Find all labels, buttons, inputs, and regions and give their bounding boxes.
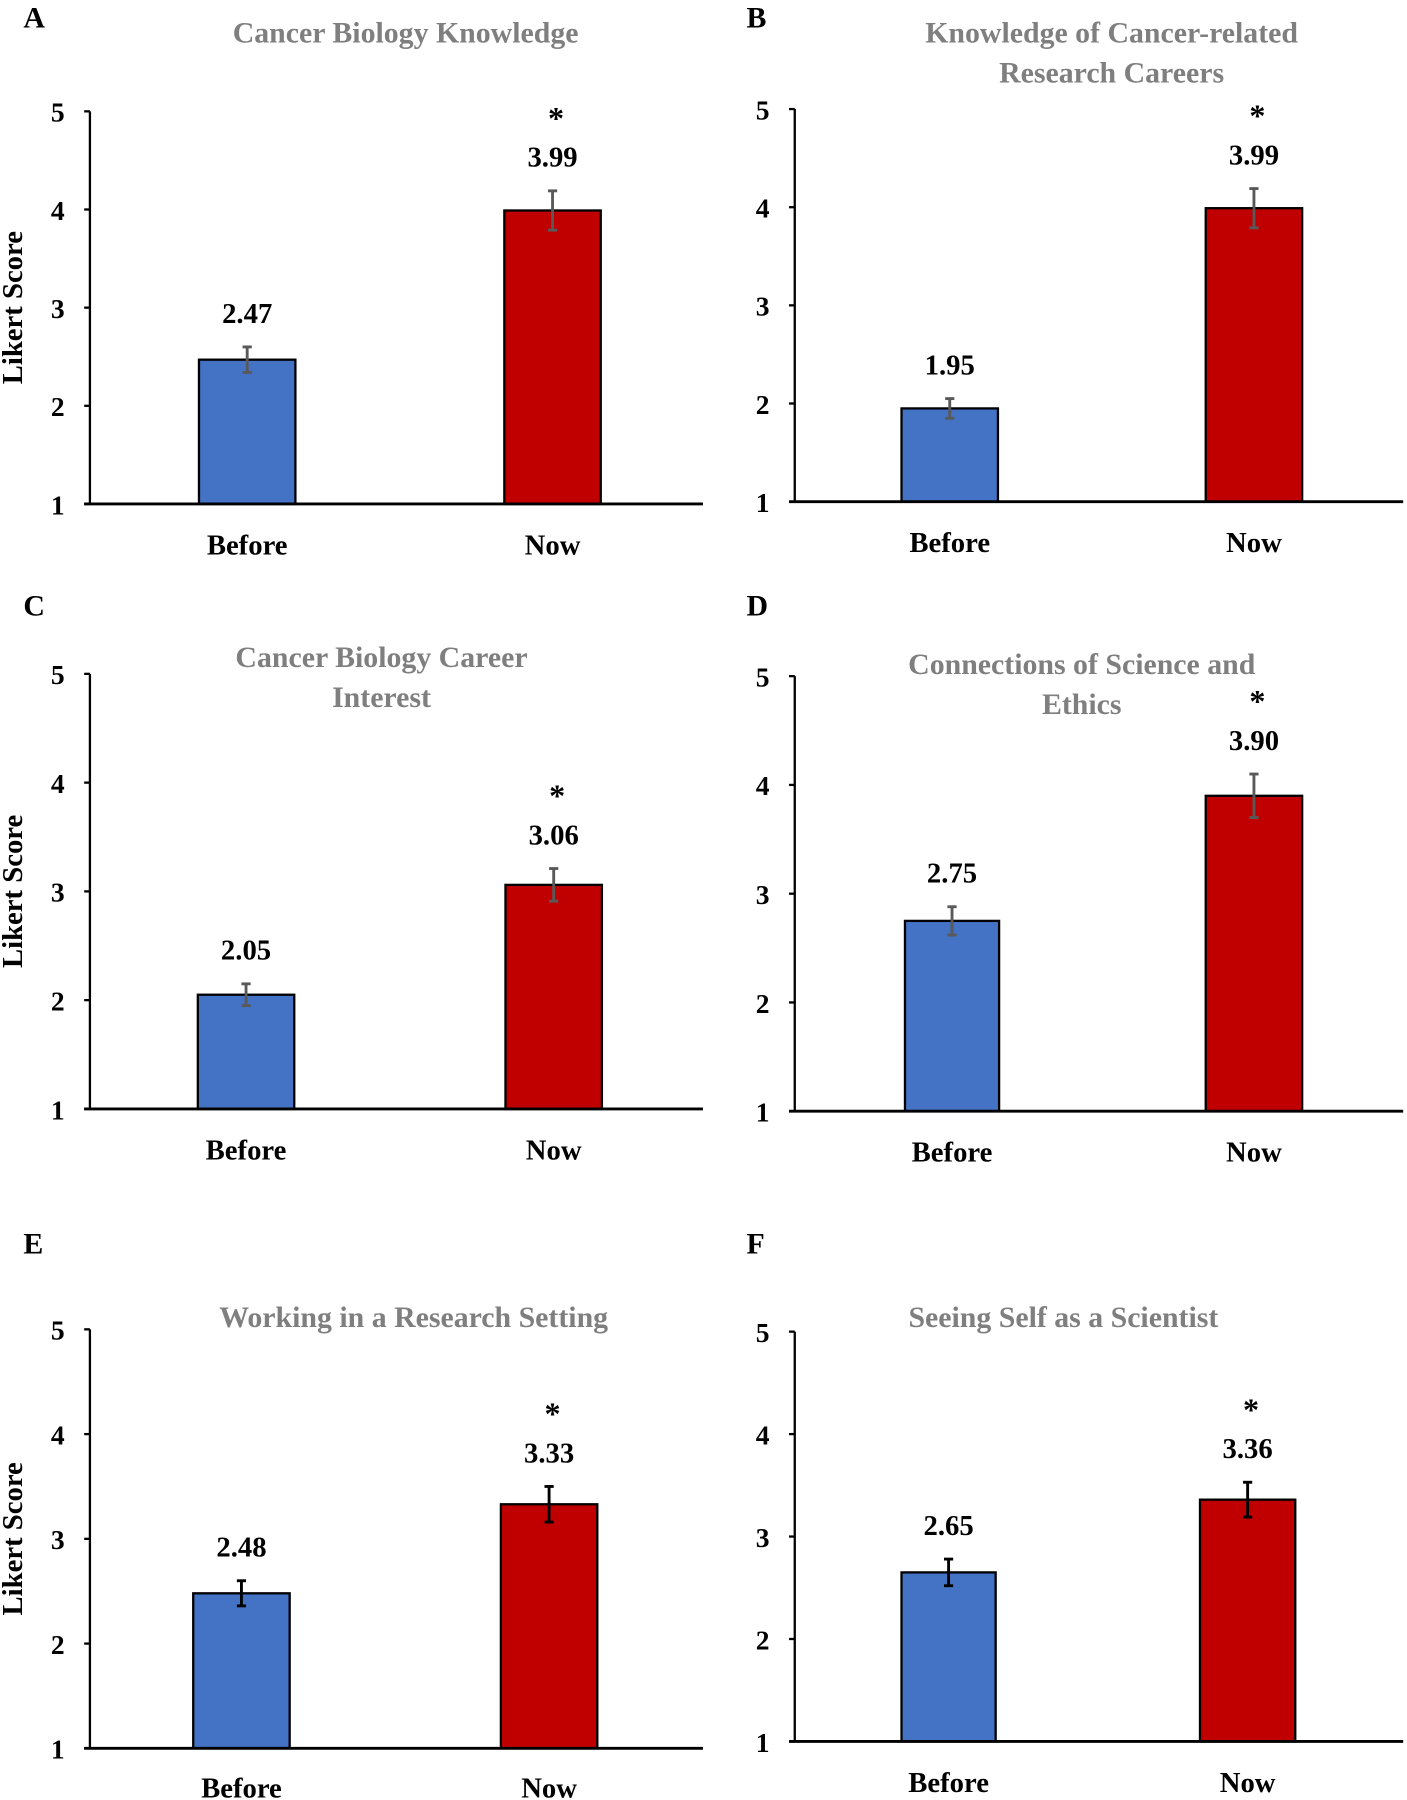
y-tick-label: 3 (51, 877, 65, 908)
y-tick-label: 2 (756, 988, 770, 1019)
chart-title: Seeing Self as a Scientist (908, 1301, 1218, 1334)
y-tick-label: 2 (51, 985, 65, 1016)
significance-marker: * (1249, 98, 1265, 134)
chart-title: Working in a Research Setting (219, 1301, 608, 1334)
y-tick-label: 3 (51, 1524, 65, 1555)
y-tick-label: 2 (756, 389, 770, 420)
data-label: 1.95 (925, 349, 975, 381)
y-tick-label: 1 (51, 489, 65, 520)
data-label: 2.05 (221, 935, 271, 967)
bar-before (196, 993, 296, 1111)
y-axis-label: Likert Score (0, 231, 29, 384)
panel-a: A Cancer Biology Knowledge Likert Score 1 2 3… (0, 2, 703, 561)
significance-marker: * (549, 778, 565, 814)
y-tick-label: 2 (756, 1624, 770, 1655)
data-label: 3.99 (527, 142, 577, 174)
bar-before (192, 1592, 291, 1750)
y-axis-label: Likert Score (0, 815, 29, 968)
y-tick-label: 5 (51, 97, 65, 128)
y-axis-label: Likert Score (0, 1462, 29, 1615)
data-label: 3.33 (524, 1437, 574, 1469)
panel-c: C Cancer Biology Career Interest Likert Sco… (0, 589, 703, 1166)
bar-before (900, 1571, 997, 1743)
x-tick-label: Now (526, 1134, 582, 1166)
bar-before (197, 358, 297, 506)
y-tick-label: 4 (756, 1419, 770, 1450)
chart-title: Cancer Biology Knowledge (233, 16, 579, 49)
x-tick-label: Now (1226, 527, 1282, 559)
y-tick-label: 4 (51, 768, 65, 799)
x-tick-label: Before (908, 1767, 989, 1799)
y-tick-label: 1 (756, 487, 770, 518)
y-tick-label: 5 (51, 659, 65, 690)
y-tick-label: 5 (756, 1317, 770, 1348)
y-tick-label: 2 (51, 1629, 65, 1660)
x-tick-label: Now (1220, 1767, 1276, 1799)
y-tick-label: 2 (51, 391, 65, 422)
y-tick-label: 1 (756, 1727, 770, 1758)
bar-now (1198, 1498, 1297, 1743)
y-tick-label: 4 (51, 1419, 65, 1450)
x-tick-label: Now (525, 529, 581, 561)
x-tick-label: Before (207, 529, 288, 561)
y-tick-label: 5 (51, 1315, 65, 1346)
x-tick-label: Before (912, 1137, 993, 1169)
x-tick-label: Now (521, 1773, 577, 1800)
y-tick-label: 4 (756, 770, 770, 801)
chart-title: Ethics (1042, 688, 1122, 721)
panel-letter: D (747, 589, 769, 622)
panel-f: F Seeing Self as a Scientist 1 2 3 4 5 2.65 Befo… (747, 1228, 1404, 1799)
y-tick-label: 5 (756, 661, 770, 692)
panel-letter: C (23, 589, 45, 622)
panel-e: E Working in a Research Setting Likert Sco… (0, 1228, 703, 1800)
significance-marker: * (1243, 1391, 1259, 1427)
bar-before (903, 919, 1001, 1113)
bar-now (504, 883, 604, 1111)
y-tick-label: 3 (756, 879, 770, 910)
panel-letter: F (747, 1228, 765, 1261)
y-tick-label: 5 (756, 94, 770, 125)
panel-letter: B (747, 2, 767, 35)
data-label: 2.47 (222, 298, 272, 330)
data-label: 2.48 (216, 1532, 266, 1564)
x-tick-label: Before (206, 1134, 287, 1166)
chart-title: Connections of Science and (908, 648, 1256, 681)
chart-title: Research Careers (999, 57, 1224, 90)
y-tick-label: 1 (756, 1097, 770, 1128)
chart-title: Interest (332, 681, 431, 714)
x-tick-label: Before (909, 527, 990, 559)
x-tick-label: Now (1226, 1137, 1282, 1169)
bar-before (900, 407, 1000, 503)
significance-marker: * (548, 100, 564, 136)
data-label: 3.90 (1229, 725, 1279, 757)
panel-letter: A (23, 2, 45, 35)
x-tick-label: Before (201, 1773, 282, 1800)
y-tick-label: 3 (756, 1522, 770, 1553)
bar-now (499, 1503, 599, 1750)
panel-letter: E (23, 1228, 43, 1261)
panel-d: D Connections of Science and Ethics 1 2 3 4 5 2.… (747, 589, 1404, 1169)
panel-b: B Knowledge of Cancer-related Research Car… (747, 2, 1404, 559)
data-label: 2.65 (923, 1510, 973, 1542)
data-label: 3.99 (1229, 139, 1279, 171)
significance-marker: * (545, 1395, 561, 1431)
bar-now (1204, 207, 1304, 503)
y-tick-label: 4 (756, 193, 770, 224)
data-label: 2.75 (927, 858, 977, 890)
y-tick-label: 3 (756, 291, 770, 322)
chart-title: Cancer Biology Career (235, 641, 527, 674)
y-tick-label: 4 (51, 195, 65, 226)
data-label: 3.06 (529, 819, 579, 851)
y-tick-label: 1 (51, 1094, 65, 1125)
y-tick-label: 3 (51, 293, 65, 324)
data-label: 3.36 (1223, 1433, 1273, 1465)
chart-title: Knowledge of Cancer-related (925, 16, 1298, 49)
y-tick-label: 1 (51, 1734, 65, 1765)
bar-now (1204, 794, 1304, 1113)
bar-now (503, 209, 602, 506)
significance-marker: * (1249, 683, 1265, 719)
